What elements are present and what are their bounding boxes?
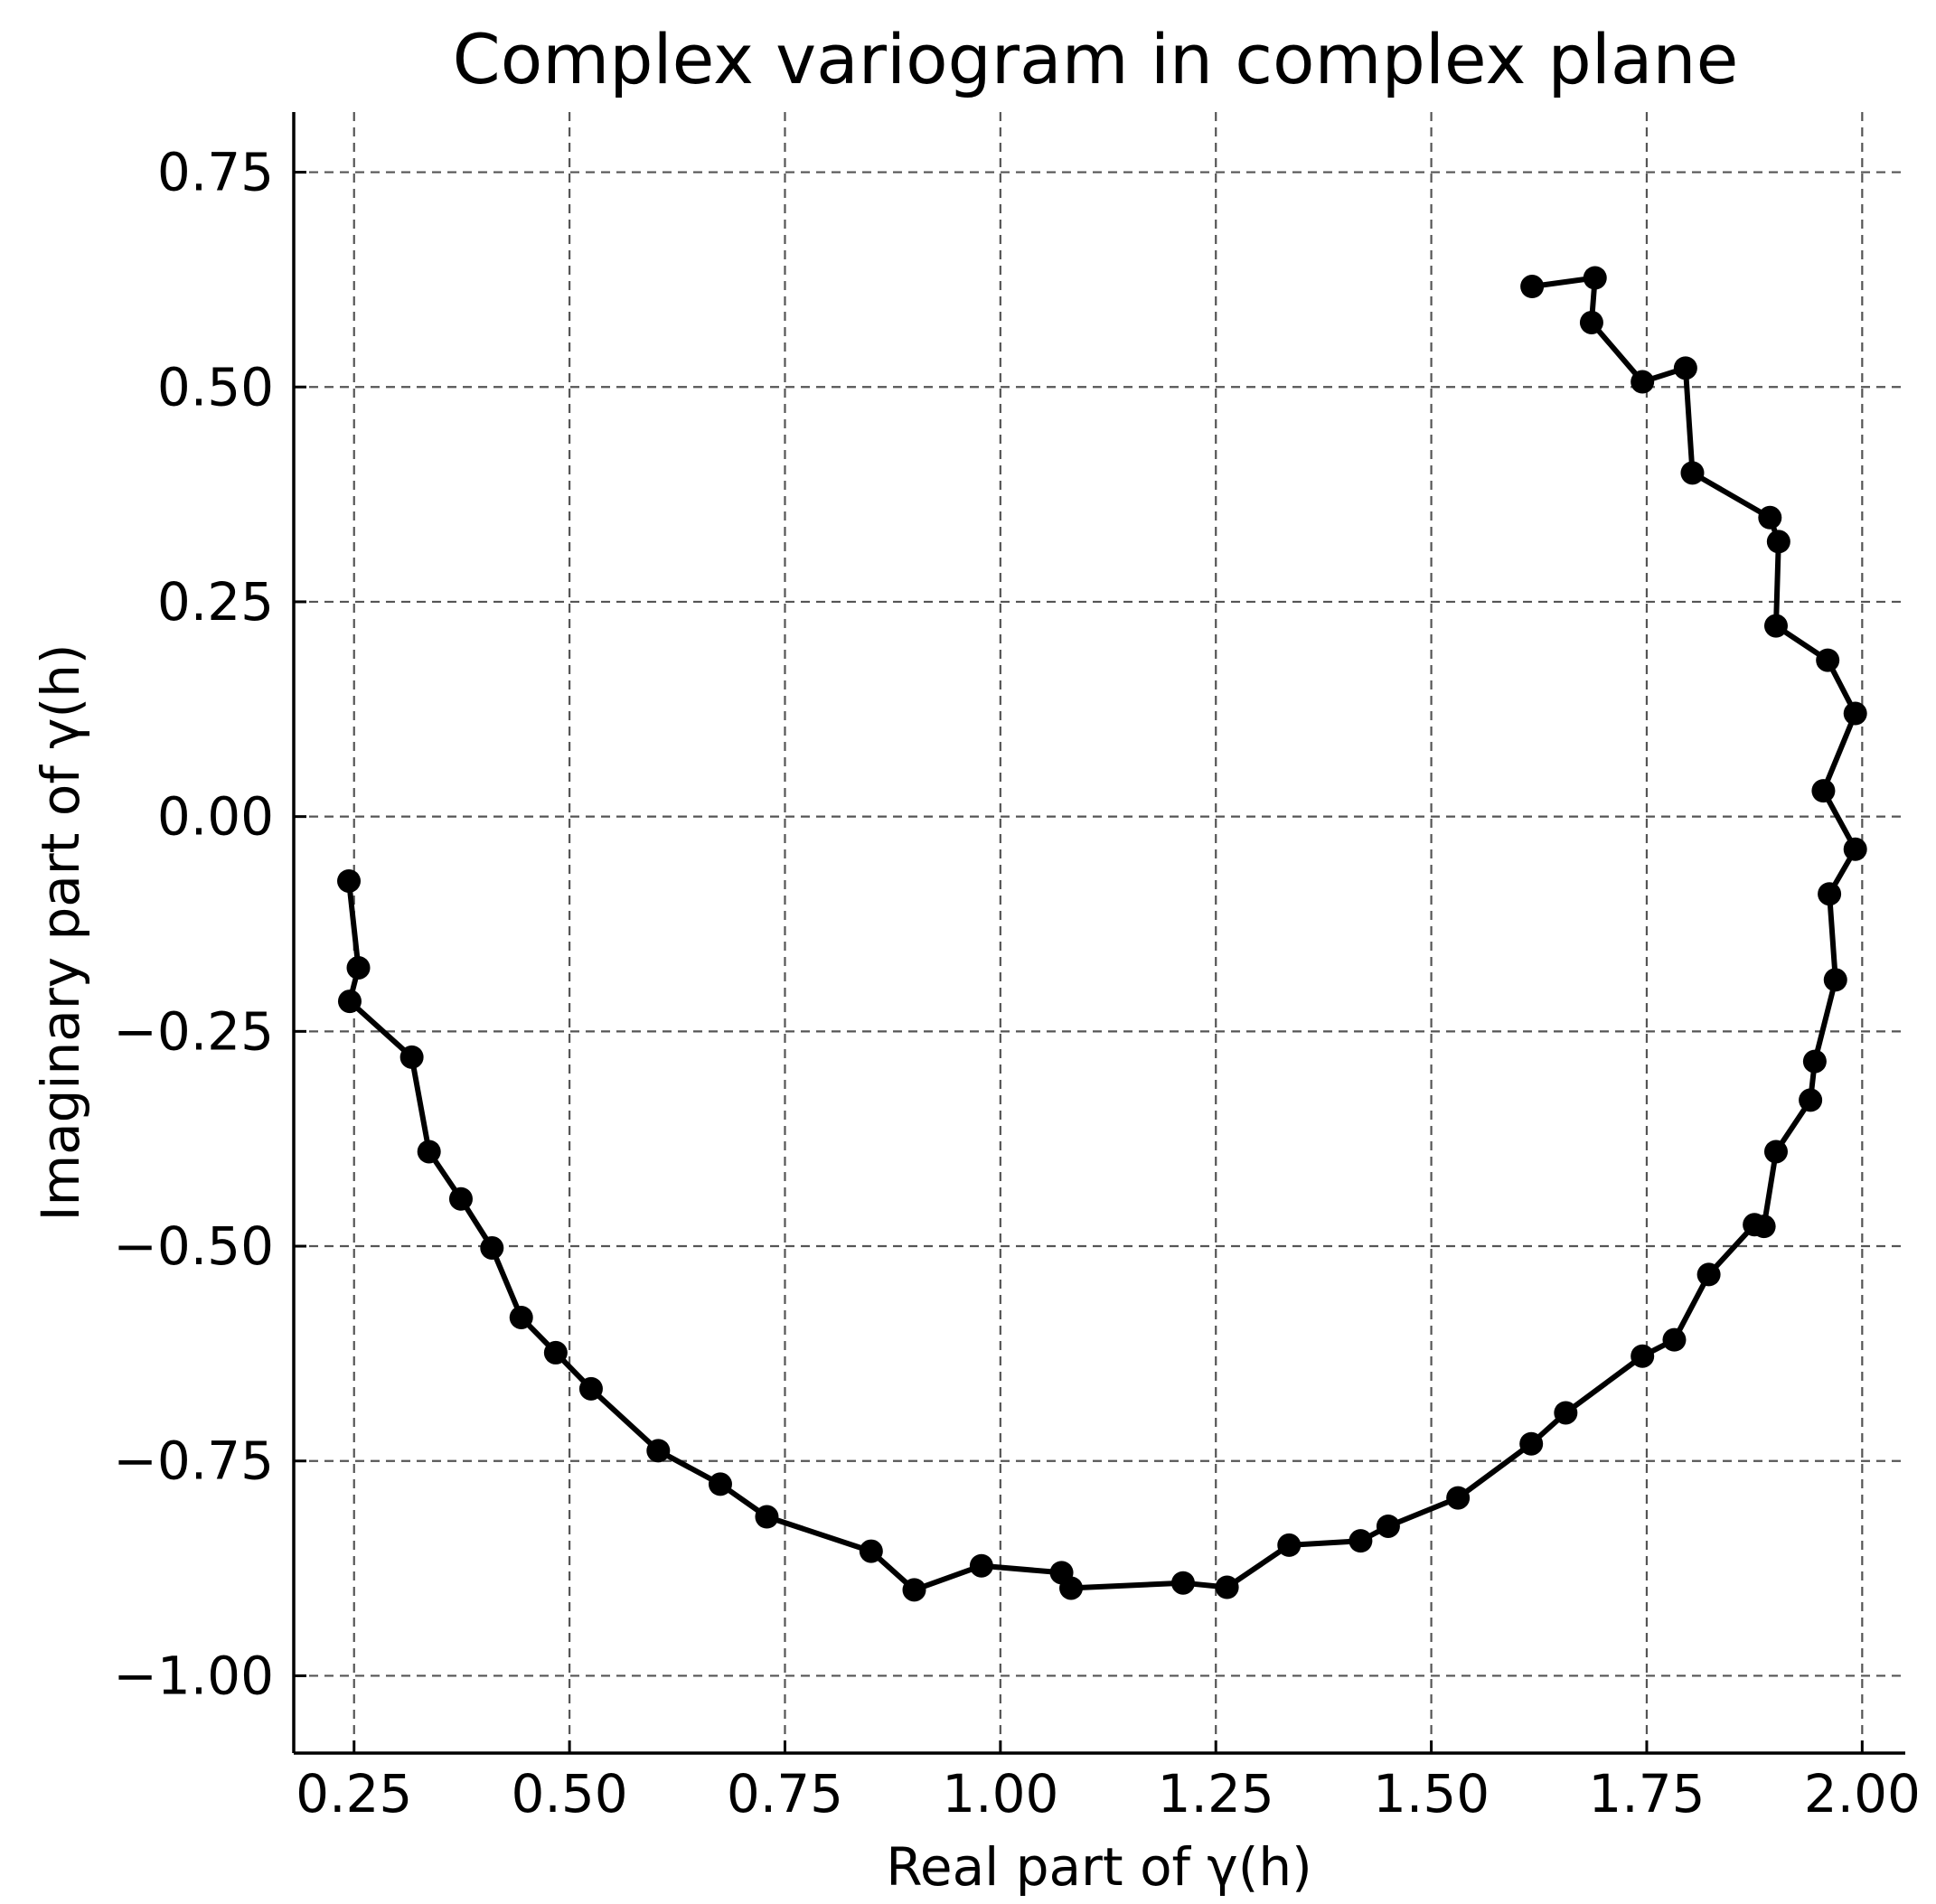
data-point xyxy=(1799,1088,1823,1112)
data-point xyxy=(1059,1576,1084,1600)
data-point xyxy=(1758,505,1782,530)
x-axis-title: Real part of γ(h) xyxy=(886,1836,1312,1898)
y-tick-label: −1.00 xyxy=(113,1645,274,1706)
data-series xyxy=(337,266,1867,1602)
data-point xyxy=(1818,882,1842,906)
data-point xyxy=(1766,530,1790,554)
x-tick-label: 2.00 xyxy=(1804,1763,1921,1824)
x-tick-label: 1.25 xyxy=(1158,1763,1274,1824)
y-tick-label: −0.75 xyxy=(113,1430,274,1492)
data-point xyxy=(1843,837,1867,861)
x-tick-label: 0.75 xyxy=(727,1763,843,1824)
data-point xyxy=(417,1140,441,1164)
ticks: 0.25 0.50 0.75 1.00 1.25 1.50 1.75 2.00 0.75 0.50… xyxy=(113,142,1921,1824)
data-point xyxy=(708,1472,732,1496)
data-point xyxy=(1631,370,1655,394)
data-point xyxy=(1816,648,1840,672)
data-point xyxy=(1376,1514,1400,1538)
data-point xyxy=(1349,1529,1373,1553)
data-point xyxy=(1579,310,1603,334)
data-point xyxy=(337,990,362,1014)
data-point xyxy=(1680,461,1705,485)
x-tick-label: 1.00 xyxy=(942,1763,1058,1824)
data-point xyxy=(755,1505,779,1529)
y-tick-label: −0.50 xyxy=(113,1215,274,1277)
data-point xyxy=(1843,701,1867,726)
data-point xyxy=(346,955,371,980)
x-tick-label: 0.50 xyxy=(512,1763,628,1824)
y-tick-label: 0.25 xyxy=(157,571,274,633)
data-point xyxy=(1752,1215,1776,1239)
y-tick-label: 0.50 xyxy=(157,356,274,417)
data-point xyxy=(1763,1140,1788,1164)
data-point xyxy=(1520,275,1545,299)
data-point xyxy=(969,1553,993,1578)
data-point xyxy=(509,1305,533,1329)
data-point xyxy=(1446,1486,1471,1510)
data-point xyxy=(1811,779,1836,803)
data-point xyxy=(543,1340,568,1365)
y-tick-label: 0.00 xyxy=(157,786,274,848)
data-point xyxy=(480,1235,504,1260)
data-point xyxy=(859,1539,883,1563)
data-point xyxy=(1763,614,1788,638)
data-point xyxy=(1823,968,1847,992)
data-point xyxy=(1583,266,1607,290)
data-point xyxy=(399,1045,424,1069)
data-point xyxy=(1215,1575,1239,1599)
grid xyxy=(294,112,1905,1753)
x-tick-label: 0.25 xyxy=(296,1763,412,1824)
y-tick-label: −0.25 xyxy=(113,1000,274,1062)
series-line xyxy=(346,275,1858,1593)
data-point xyxy=(1802,1049,1827,1074)
data-point xyxy=(646,1439,671,1463)
data-point xyxy=(1554,1401,1578,1425)
data-point xyxy=(902,1578,926,1602)
data-point xyxy=(1696,1262,1721,1287)
y-tick-label: 0.75 xyxy=(157,142,274,203)
x-tick-label: 1.75 xyxy=(1588,1763,1705,1824)
data-point xyxy=(1631,1344,1655,1368)
data-point xyxy=(448,1186,473,1211)
data-point xyxy=(1519,1431,1544,1456)
data-point xyxy=(1277,1533,1302,1557)
data-point xyxy=(578,1376,603,1401)
y-axis-title: Imaginary part of γ(h) xyxy=(30,643,91,1221)
data-point xyxy=(1673,356,1697,380)
data-point xyxy=(337,868,362,893)
chart-title: Complex variogram in complex plane xyxy=(453,19,1739,99)
axes xyxy=(292,112,1905,1755)
data-point xyxy=(1662,1327,1687,1352)
x-tick-label: 1.50 xyxy=(1373,1763,1490,1824)
data-point xyxy=(1170,1571,1195,1595)
